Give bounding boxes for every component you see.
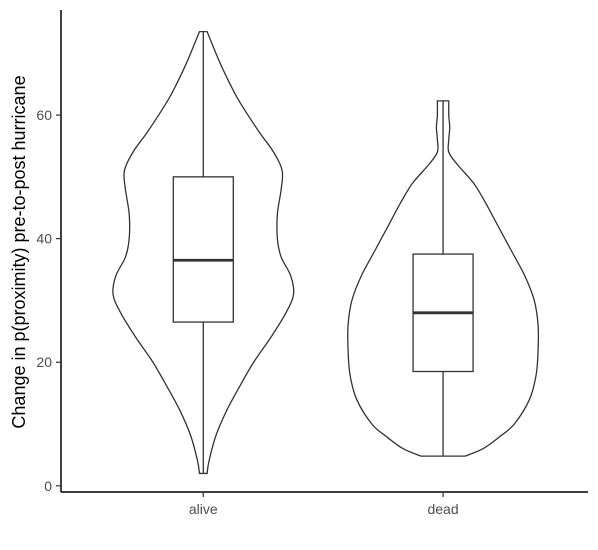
plot-area	[112, 30, 540, 475]
y-tick-label-40: 40	[36, 231, 52, 247]
y-tick-label-0: 0	[44, 478, 52, 494]
box-alive	[172, 176, 234, 323]
x-tick-label-dead: dead	[427, 501, 458, 517]
y-tick-label-60: 60	[36, 107, 52, 123]
violin-shape-alive	[112, 30, 295, 475]
x-axis-ticks: alive dead	[189, 492, 459, 517]
y-axis-title: Change in p(proximity) pre-to-post hurri…	[9, 75, 29, 428]
violin-group-dead	[347, 100, 540, 457]
y-axis-ticks: 0 20 40 60	[36, 107, 61, 494]
y-tick-label-20: 20	[36, 354, 52, 370]
violin-shape-dead	[347, 100, 540, 457]
violin-group-alive	[112, 30, 295, 475]
x-tick-label-alive: alive	[189, 501, 218, 517]
